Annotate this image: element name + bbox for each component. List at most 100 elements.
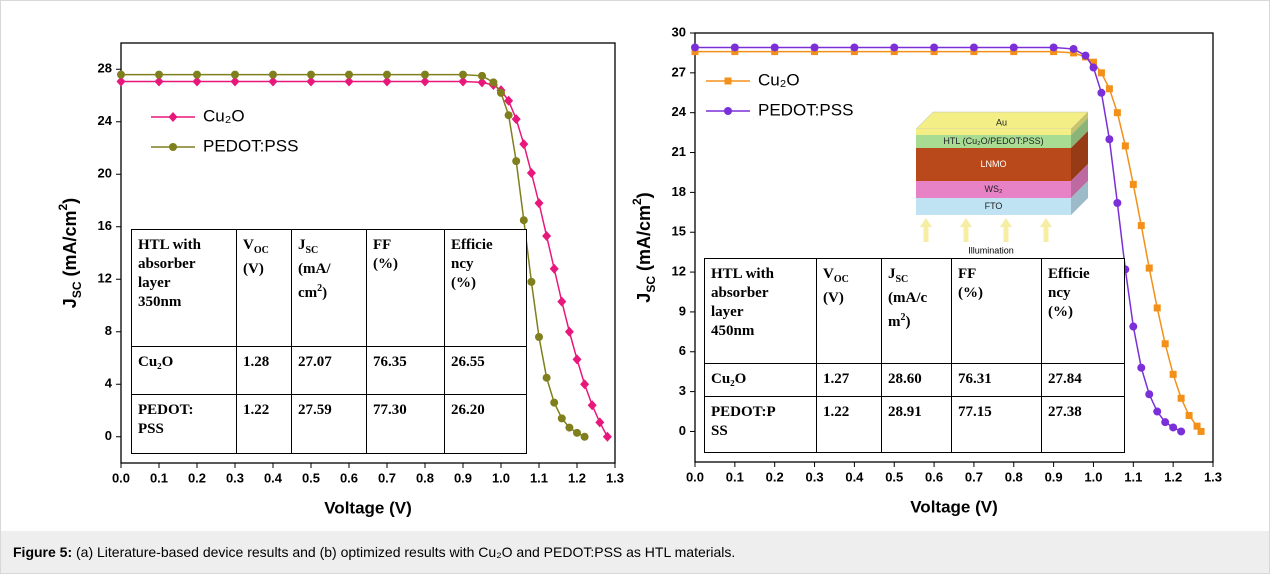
cell-line: m2) bbox=[888, 308, 945, 332]
table-cell: PEDOT: PSS bbox=[131, 394, 237, 454]
y-axis-title-part: J bbox=[634, 293, 654, 303]
cell-seg: OC bbox=[833, 274, 849, 285]
y-axis-title-part: SC bbox=[644, 276, 658, 293]
marker bbox=[116, 76, 126, 87]
table-cell: 27.84 bbox=[1041, 363, 1125, 397]
y-tick-label: 9 bbox=[679, 303, 686, 318]
y-tick-label: 28 bbox=[98, 61, 112, 76]
caption: Figure 5: (a) Literature-based device re… bbox=[1, 531, 1269, 573]
marker bbox=[519, 216, 528, 225]
y-tick-label: 30 bbox=[672, 24, 686, 39]
x-tick-label: 0.5 bbox=[302, 470, 320, 485]
x-tick-label: 1.2 bbox=[1164, 469, 1182, 484]
layer-shade bbox=[1071, 131, 1088, 181]
x-tick-label: 0.7 bbox=[378, 470, 396, 485]
legend-label: PEDOT:PSS bbox=[203, 136, 298, 155]
cell-seg: m bbox=[888, 314, 901, 330]
marker bbox=[542, 230, 552, 241]
marker bbox=[587, 400, 597, 411]
cell-line: absorber bbox=[138, 256, 196, 272]
plot-frame bbox=[694, 32, 1214, 463]
marker bbox=[459, 70, 467, 79]
cell-seg: J bbox=[298, 237, 306, 253]
caption-label: Figure 5: bbox=[13, 544, 73, 560]
y-tick-label: 27 bbox=[672, 64, 686, 79]
marker bbox=[1081, 51, 1090, 60]
table-cell: VOC (V) bbox=[236, 229, 292, 347]
x-tick-label: 0.9 bbox=[454, 470, 472, 485]
legend-label: Cu₂O bbox=[203, 106, 245, 125]
layer-side bbox=[1071, 118, 1088, 148]
x-tick-label: 0.2 bbox=[188, 470, 206, 485]
x-tick-label: 0.4 bbox=[264, 470, 283, 485]
x-tick-label: 0.5 bbox=[885, 469, 903, 484]
table-cell: Efficie ncy (%) bbox=[1041, 258, 1125, 364]
table-cell: 77.15 bbox=[951, 396, 1042, 453]
marker bbox=[478, 71, 486, 80]
layer bbox=[916, 135, 1071, 148]
x-tick-label: 1.2 bbox=[568, 470, 586, 485]
marker bbox=[1129, 180, 1137, 188]
table-cell: 28.60 bbox=[881, 363, 952, 397]
y-axis-title: JSC (mA/cm2) bbox=[56, 198, 84, 308]
marker bbox=[595, 417, 605, 428]
y-tick-label: 12 bbox=[98, 271, 112, 286]
table-cell: 27.38 bbox=[1041, 396, 1125, 453]
y-tick-label: 0 bbox=[105, 428, 112, 443]
marker bbox=[691, 43, 699, 52]
marker bbox=[602, 431, 612, 442]
cell-line: layer bbox=[138, 275, 171, 291]
cell-line: FF bbox=[958, 266, 977, 282]
marker bbox=[890, 43, 899, 52]
x-axis-title: Voltage (V) bbox=[324, 498, 412, 517]
layer-side bbox=[1071, 112, 1088, 135]
marker bbox=[1121, 142, 1129, 150]
x-tick-label: 0.6 bbox=[925, 469, 943, 484]
layer bbox=[916, 198, 1071, 215]
cell-line: 350nm bbox=[138, 294, 182, 310]
cell-line: cm2) bbox=[298, 279, 360, 303]
marker bbox=[1009, 43, 1018, 52]
y-tick-label: 20 bbox=[98, 166, 112, 181]
arrow-head bbox=[960, 218, 972, 227]
cell-text: 28.91 bbox=[888, 404, 922, 420]
cell-seg: 2 bbox=[317, 283, 323, 294]
layer-label: WS₂ bbox=[985, 184, 1003, 194]
x-tick-label: 0.8 bbox=[1005, 469, 1023, 484]
data-table: HTL with absorber layer 450nm VOC (V) JSC (mA/c… bbox=[704, 258, 1125, 453]
cell-line: PSS bbox=[138, 421, 164, 437]
cell-text: 27.59 bbox=[298, 402, 332, 418]
layer-shade bbox=[1071, 164, 1088, 198]
cell-text: 77.30 bbox=[373, 402, 407, 418]
arrow-shaft bbox=[1003, 227, 1009, 242]
marker bbox=[730, 43, 739, 52]
marker bbox=[1097, 69, 1105, 77]
marker bbox=[519, 139, 529, 150]
cell-line: Cu₂O bbox=[711, 371, 747, 387]
marker bbox=[930, 48, 938, 56]
marker bbox=[771, 48, 779, 56]
cell-line: JSC bbox=[888, 265, 945, 289]
cell-line: layer bbox=[711, 304, 744, 320]
marker bbox=[420, 76, 430, 87]
x-tick-label: 1.0 bbox=[492, 470, 510, 485]
marker bbox=[580, 379, 590, 390]
table-cell: Cu₂O bbox=[131, 346, 237, 395]
marker bbox=[527, 277, 536, 286]
cell-line: (%) bbox=[373, 256, 398, 272]
y-tick-label: 0 bbox=[679, 423, 686, 438]
cell-line: (%) bbox=[451, 275, 476, 291]
cell-line: JSC bbox=[298, 236, 360, 260]
layer-side bbox=[1071, 131, 1088, 181]
marker bbox=[1169, 423, 1178, 432]
x-axis-title: Voltage (V) bbox=[910, 497, 998, 516]
x-tick-label: 1.1 bbox=[1124, 469, 1142, 484]
table-cell: 28.91 bbox=[881, 396, 952, 453]
marker bbox=[811, 48, 819, 56]
table-row: PEDOT:P SS 1.22 28.91 77.15 27.38 bbox=[704, 396, 1125, 453]
marker bbox=[549, 263, 559, 274]
layer-label: HTL (Cu₂O/PEDOT:PSS) bbox=[943, 136, 1043, 146]
y-axis-title-part: 2 bbox=[630, 198, 644, 205]
cell-seg: SC bbox=[895, 274, 909, 285]
cell-line: 450nm bbox=[711, 323, 755, 339]
